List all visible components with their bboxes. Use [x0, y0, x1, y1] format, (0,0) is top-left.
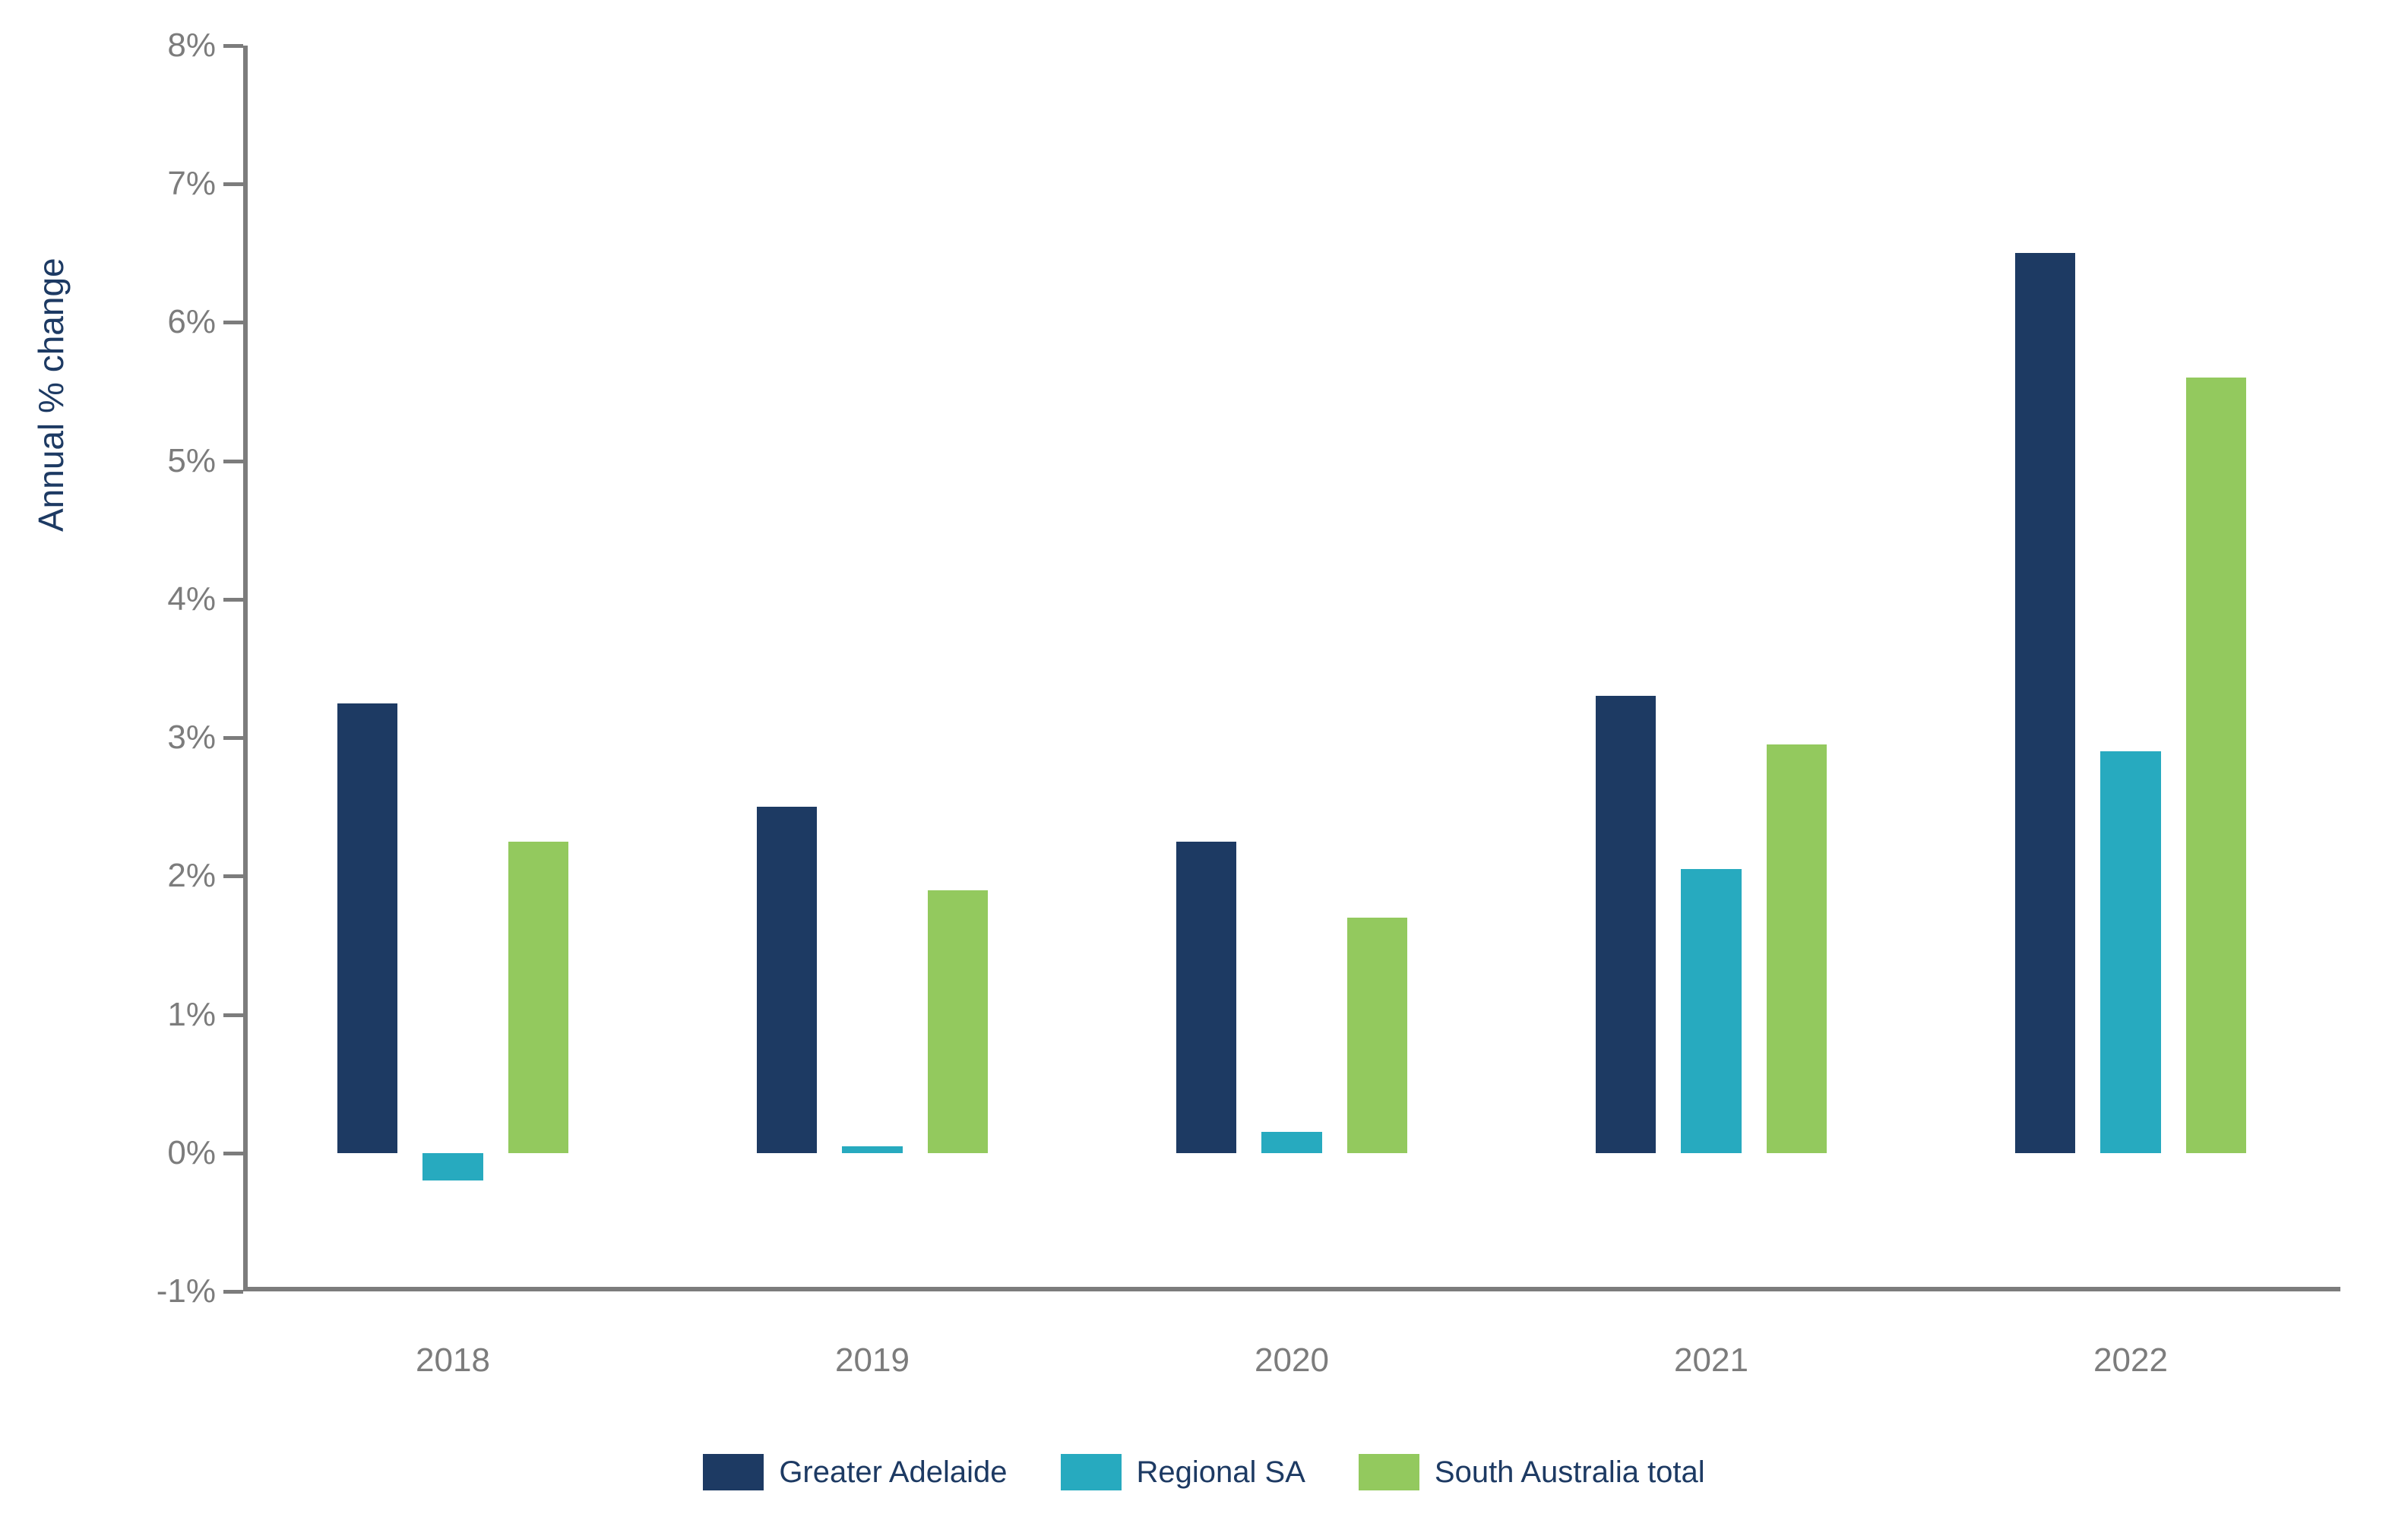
- y-tick-label: 4%: [167, 580, 216, 618]
- bar: [337, 703, 397, 1153]
- legend-swatch: [1061, 1454, 1122, 1490]
- y-tick-mark: [223, 460, 243, 463]
- y-axis-title: Annual % change: [30, 258, 71, 532]
- bar: [1347, 918, 1407, 1153]
- bar: [1681, 869, 1741, 1153]
- legend-item: Regional SA: [1061, 1454, 1305, 1490]
- y-tick-label: -1%: [157, 1272, 216, 1310]
- bar: [2186, 378, 2246, 1152]
- y-tick-mark: [223, 736, 243, 740]
- legend-swatch: [1359, 1454, 1419, 1490]
- bar: [1261, 1132, 1321, 1152]
- bar: [1767, 744, 1827, 1153]
- y-tick-label: 2%: [167, 857, 216, 895]
- y-tick-mark: [223, 1013, 243, 1017]
- y-tick-mark: [223, 598, 243, 602]
- y-tick-label: 0%: [167, 1134, 216, 1172]
- y-tick-mark: [223, 1290, 243, 1294]
- legend-label: South Australia total: [1435, 1455, 1705, 1490]
- y-axis-line: [243, 46, 248, 1291]
- bar: [1176, 842, 1236, 1153]
- bar: [2015, 253, 2075, 1152]
- bar: [757, 807, 817, 1153]
- x-category-label: 2022: [2093, 1342, 2168, 1380]
- bar: [1596, 696, 1656, 1152]
- y-tick-mark: [223, 1152, 243, 1155]
- x-category-label: 2020: [1255, 1342, 1329, 1380]
- y-tick-label: 7%: [167, 165, 216, 203]
- legend: Greater Adelaide Regional SA South Austral…: [0, 1454, 2408, 1490]
- bar: [422, 1153, 483, 1180]
- legend-label: Regional SA: [1137, 1455, 1305, 1490]
- legend-swatch: [703, 1454, 764, 1490]
- y-tick-mark: [223, 321, 243, 324]
- y-tick-label: 1%: [167, 996, 216, 1034]
- y-tick-mark: [223, 182, 243, 186]
- chart-container: Annual % change -1%0%1%2%3%4%5%6%7%8%201…: [0, 0, 2408, 1536]
- x-category-label: 2018: [416, 1342, 490, 1380]
- y-tick-label: 6%: [167, 303, 216, 341]
- bar: [508, 842, 568, 1153]
- bar: [928, 890, 988, 1153]
- legend-label: Greater Adelaide: [779, 1455, 1007, 1490]
- legend-item: Greater Adelaide: [703, 1454, 1007, 1490]
- x-category-label: 2021: [1674, 1342, 1748, 1380]
- y-tick-label: 5%: [167, 442, 216, 480]
- y-tick-mark: [223, 44, 243, 48]
- y-tick-mark: [223, 874, 243, 878]
- y-tick-label: 8%: [167, 27, 216, 65]
- x-category-label: 2019: [835, 1342, 910, 1380]
- x-axis-line: [243, 1287, 2340, 1291]
- y-tick-label: 3%: [167, 719, 216, 757]
- plot-area: -1%0%1%2%3%4%5%6%7%8%2018201920202021202…: [243, 46, 2340, 1291]
- bar: [2100, 751, 2160, 1152]
- legend-item: South Australia total: [1359, 1454, 1705, 1490]
- bar: [842, 1146, 902, 1153]
